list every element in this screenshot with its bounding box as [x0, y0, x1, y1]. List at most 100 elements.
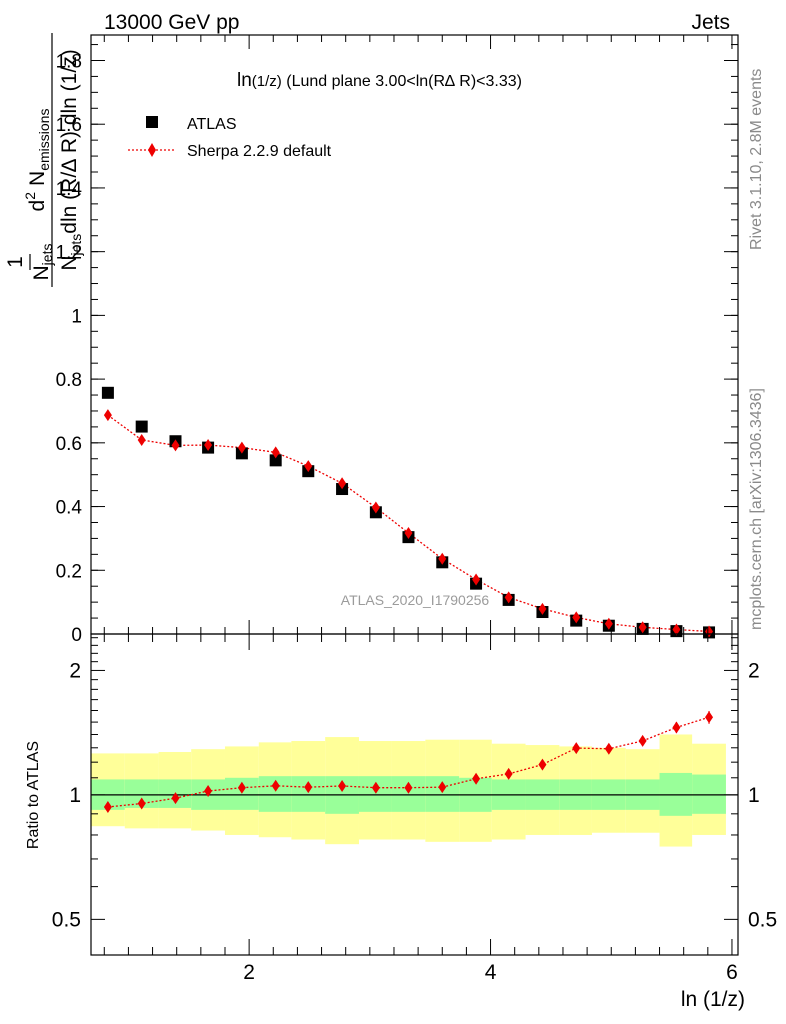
sherpa-data-point — [103, 409, 112, 422]
legend-sherpa-label: Sherpa 2.2.9 default — [187, 143, 332, 160]
analysis-watermark: ATLAS_2020_I1790256 — [341, 592, 490, 608]
legend-sherpa-marker — [148, 143, 156, 157]
ratio-data-point — [103, 800, 112, 813]
main-ytick-label: 1.4 — [56, 179, 83, 200]
ratio-ytick-label: 1 — [69, 784, 81, 807]
ratio-ylabel: Ratio to ATLAS — [25, 741, 42, 849]
ratio-data-marks — [91, 710, 738, 813]
main-ytick-label: 0.2 — [56, 561, 82, 582]
ratio-data-point — [504, 767, 513, 780]
sherpa-data-point — [504, 591, 513, 604]
inner-band-bin — [358, 776, 392, 812]
energy-label: 13000 GeV pp — [104, 11, 239, 34]
sherpa-data-point — [538, 602, 547, 615]
ylabel-prefactor-n: Njets — [30, 244, 55, 281]
sherpa-data-point — [438, 552, 447, 565]
sherpa-data-point — [672, 623, 681, 636]
ratio-data-point — [472, 772, 481, 785]
ratio-data-point — [338, 779, 347, 792]
sherpa-data-point — [237, 441, 246, 454]
ratio-ytick-label-right: 1 — [748, 784, 760, 807]
rivet-version-label: Rivet 3.1.10, 2.8M events — [748, 69, 765, 250]
ylabel-prefactor-n-letter: N — [30, 265, 53, 280]
main-ylabel: d2 Nemissions Njetsdln (R/∆ R) dln (1/z) — [22, 33, 84, 287]
ylabel-one: 1 — [4, 256, 27, 268]
ylabel-numerator: d2 Nemissions — [22, 109, 52, 212]
plot-title-main: ln — [237, 70, 252, 91]
ratio-axes: 0.5 0.5 1 1 2 2 2 4 6 — [52, 633, 777, 984]
ratio-panel: 0.5 0.5 1 1 2 2 2 4 6 Ratio to ATLAS ln (1/z) — [25, 633, 777, 1011]
ratio-data-point — [271, 779, 280, 792]
sherpa-data-point — [338, 477, 347, 490]
legend-atlas-label: ATLAS — [187, 116, 237, 133]
ratio-ytick-label-right: 2 — [748, 659, 760, 682]
atlas-data-point — [135, 420, 148, 433]
ylabel-prefactor: 1 Njets — [4, 244, 55, 281]
sherpa-data-point — [371, 501, 380, 514]
main-ytick-label: 0.4 — [56, 498, 83, 519]
sherpa-data-point — [572, 611, 581, 624]
mcplots-label: mcplots.cern.ch [arXiv:1306.3436] — [748, 388, 765, 630]
main-ytick-label: 0.6 — [56, 434, 82, 455]
ylabel-d2: d — [26, 200, 49, 212]
atlas-data-point — [269, 454, 282, 467]
ratio-ytick-label-right: 0.5 — [748, 908, 777, 931]
ylabel-emissions-sub: emissions — [36, 109, 52, 171]
xaxis-label: ln (1/z) — [681, 988, 745, 1011]
ratio-data-point — [672, 721, 681, 734]
ratio-data-point — [204, 784, 213, 797]
sherpa-data-point — [137, 433, 146, 446]
ratio-xtick-label: 6 — [726, 961, 738, 984]
ylabel-n-sub: jets — [68, 234, 84, 257]
ratio-data-point — [638, 734, 647, 747]
legend: ATLAS Sherpa 2.2.9 default — [128, 116, 332, 160]
ratio-data-point — [604, 742, 613, 755]
main-data-marks — [101, 386, 716, 639]
main-ytick-label: 1 — [71, 306, 82, 327]
ylabel-prefactor-n-sub: jets — [39, 244, 55, 267]
ratio-data-point — [304, 781, 313, 794]
sherpa-data-point — [271, 446, 280, 459]
ratio-data-point — [538, 758, 547, 771]
plot-title-sub: (1/z) — [252, 73, 282, 90]
ratio-data-point — [404, 781, 413, 794]
plot-title: ln(1/z) (Lund plane 3.00<ln(R∆ R)<3.33) — [237, 70, 522, 91]
ratio-data-point — [371, 781, 380, 794]
main-ytick-label: 0 — [71, 625, 82, 646]
sherpa-data-point — [638, 621, 647, 634]
ylabel-n: N — [58, 256, 81, 271]
ratio-ytick-label: 0.5 — [52, 908, 81, 931]
main-panel: 0 0.2 0.4 0.6 0.8 1 1.2 1.4 1.6 1.8 ln(1/z) (Lund… — [4, 33, 739, 646]
sherpa-data-point — [472, 573, 481, 586]
sherpa-data-point — [171, 439, 180, 452]
sherpa-data-point — [604, 617, 613, 630]
ratio-xtick-label: 4 — [485, 961, 497, 984]
category-label: Jets — [691, 11, 730, 34]
ratio-data-point — [237, 781, 246, 794]
main-ytick-label: 1.2 — [56, 243, 82, 264]
ylabel-emissions-n: N — [26, 171, 49, 186]
ratio-xtick-label: 2 — [243, 961, 255, 984]
sherpa-data-point — [304, 460, 313, 473]
ratio-ytick-label: 2 — [69, 659, 81, 682]
sherpa-data-point — [404, 526, 413, 539]
main-ytick-label: 1.6 — [56, 115, 82, 136]
ratio-data-point — [171, 792, 180, 805]
inner-band-bin — [391, 776, 426, 812]
main-ytick-label: 1.8 — [56, 51, 82, 72]
ratio-data-point — [572, 742, 581, 755]
ylabel-d2-sup: 2 — [22, 192, 38, 200]
ratio-data-point — [137, 797, 146, 810]
atlas-data-point — [101, 386, 114, 399]
main-axes: 0 0.2 0.4 0.6 0.8 1 1.2 1.4 1.6 1.8 — [56, 34, 739, 646]
plot-title-rest: (Lund plane 3.00<ln(R∆ R)<3.33) — [282, 73, 522, 90]
sherpa-data-point — [204, 439, 213, 452]
ratio-data-point — [438, 781, 447, 794]
main-ytick-label: 0.8 — [56, 370, 82, 391]
inner-band-bin — [692, 774, 726, 814]
ylabel-n-tail: dln (R/∆ R) dln (1/z) — [58, 49, 81, 233]
legend-atlas-marker — [146, 116, 158, 128]
ratio-data-point — [705, 711, 714, 724]
ylabel-denominator: Njetsdln (R/∆ R) dln (1/z) — [58, 49, 84, 270]
